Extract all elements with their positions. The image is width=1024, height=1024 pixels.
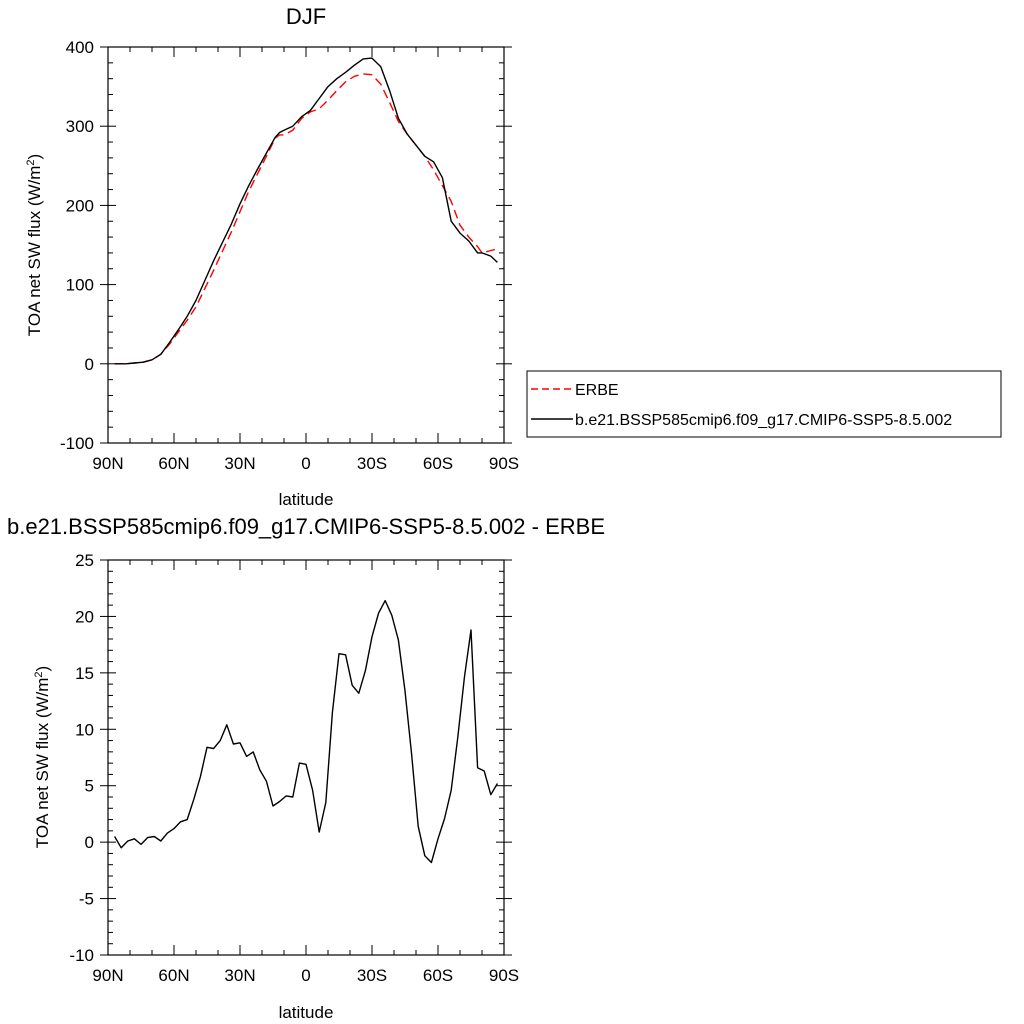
top-panel: DJF latitude TOA net SW flux (W/m2) 90N 6… <box>25 4 519 509</box>
bottom-plot-frame <box>107 559 505 956</box>
top-chart-title: DJF <box>286 4 326 29</box>
legend-label-erbe: ERBE <box>575 382 619 399</box>
top-y-axis-label-sup: 2 <box>25 159 37 165</box>
top-x-axis-label: latitude <box>279 490 334 509</box>
bottom-x-tick-label: 0 <box>301 966 310 985</box>
top-series-line-1 <box>114 57 498 365</box>
top-plot-frame <box>107 46 505 444</box>
top-y-tick-label: 0 <box>85 355 94 374</box>
bottom-y-tick-label: 15 <box>75 664 94 683</box>
bottom-y-tick-label: 25 <box>75 551 94 570</box>
top-y-tick-label: -100 <box>60 434 94 453</box>
bottom-y-tick-label: 20 <box>75 607 94 626</box>
bottom-x-axis-label: latitude <box>279 1003 334 1022</box>
bottom-series-line-0 <box>113 599 499 864</box>
bottom-panel: b.e21.BSSP585cmip6.f09_g17.CMIP6-SSP5-8.… <box>7 514 605 1022</box>
top-x-tick-label: 30S <box>357 454 387 473</box>
bottom-y-axis-label-sup: 2 <box>33 671 45 677</box>
top-y-tick-label: 100 <box>66 276 94 295</box>
bottom-y-tick-label: 5 <box>85 777 94 796</box>
bottom-x-tick-label: 30N <box>224 966 255 985</box>
top-y-tick-label: 200 <box>66 196 94 215</box>
bottom-y-tick-label: 0 <box>85 833 94 852</box>
bottom-y-axis-label: TOA net SW flux (W/m2) <box>33 666 52 848</box>
legend: ERBE b.e21.BSSP585cmip6.f09_g17.CMIP6-SS… <box>526 370 1002 438</box>
top-x-tick-label: 90N <box>92 454 123 473</box>
top-y-axis-label-main: TOA net SW flux (W/m <box>25 166 44 337</box>
bottom-chart-title: b.e21.BSSP585cmip6.f09_g17.CMIP6-SSP5-8.… <box>7 514 605 539</box>
top-x-tick-label: 30N <box>224 454 255 473</box>
top-y-tick-label: 400 <box>66 38 94 57</box>
top-x-tick-label: 60S <box>423 454 453 473</box>
bottom-x-tick-label: 90S <box>489 966 519 985</box>
top-x-tick-label: 0 <box>301 454 310 473</box>
legend-box <box>526 370 1002 438</box>
top-y-tick-label: 300 <box>66 117 94 136</box>
bottom-y-tick-label: 10 <box>75 720 94 739</box>
top-x-tick-label: 60N <box>158 454 189 473</box>
bottom-y-tick-label: -5 <box>79 890 94 909</box>
legend-label-model: b.e21.BSSP585cmip6.f09_g17.CMIP6-SSP5-8.… <box>575 412 952 429</box>
top-y-axis-label: TOA net SW flux (W/m2) <box>25 154 44 336</box>
top-x-tick-label: 90S <box>489 454 519 473</box>
bottom-y-tick-label: -10 <box>69 946 94 965</box>
bottom-x-tick-label: 30S <box>357 966 387 985</box>
top-y-axis-label-close: ) <box>25 154 44 160</box>
bottom-x-tick-label: 90N <box>92 966 123 985</box>
bottom-y-axis-label-close: ) <box>33 666 52 672</box>
bottom-x-tick-label: 60N <box>158 966 189 985</box>
bottom-x-tick-label: 60S <box>423 966 453 985</box>
bottom-y-axis-label-main: TOA net SW flux (W/m <box>33 678 52 849</box>
top-series-line-0 <box>114 73 498 365</box>
